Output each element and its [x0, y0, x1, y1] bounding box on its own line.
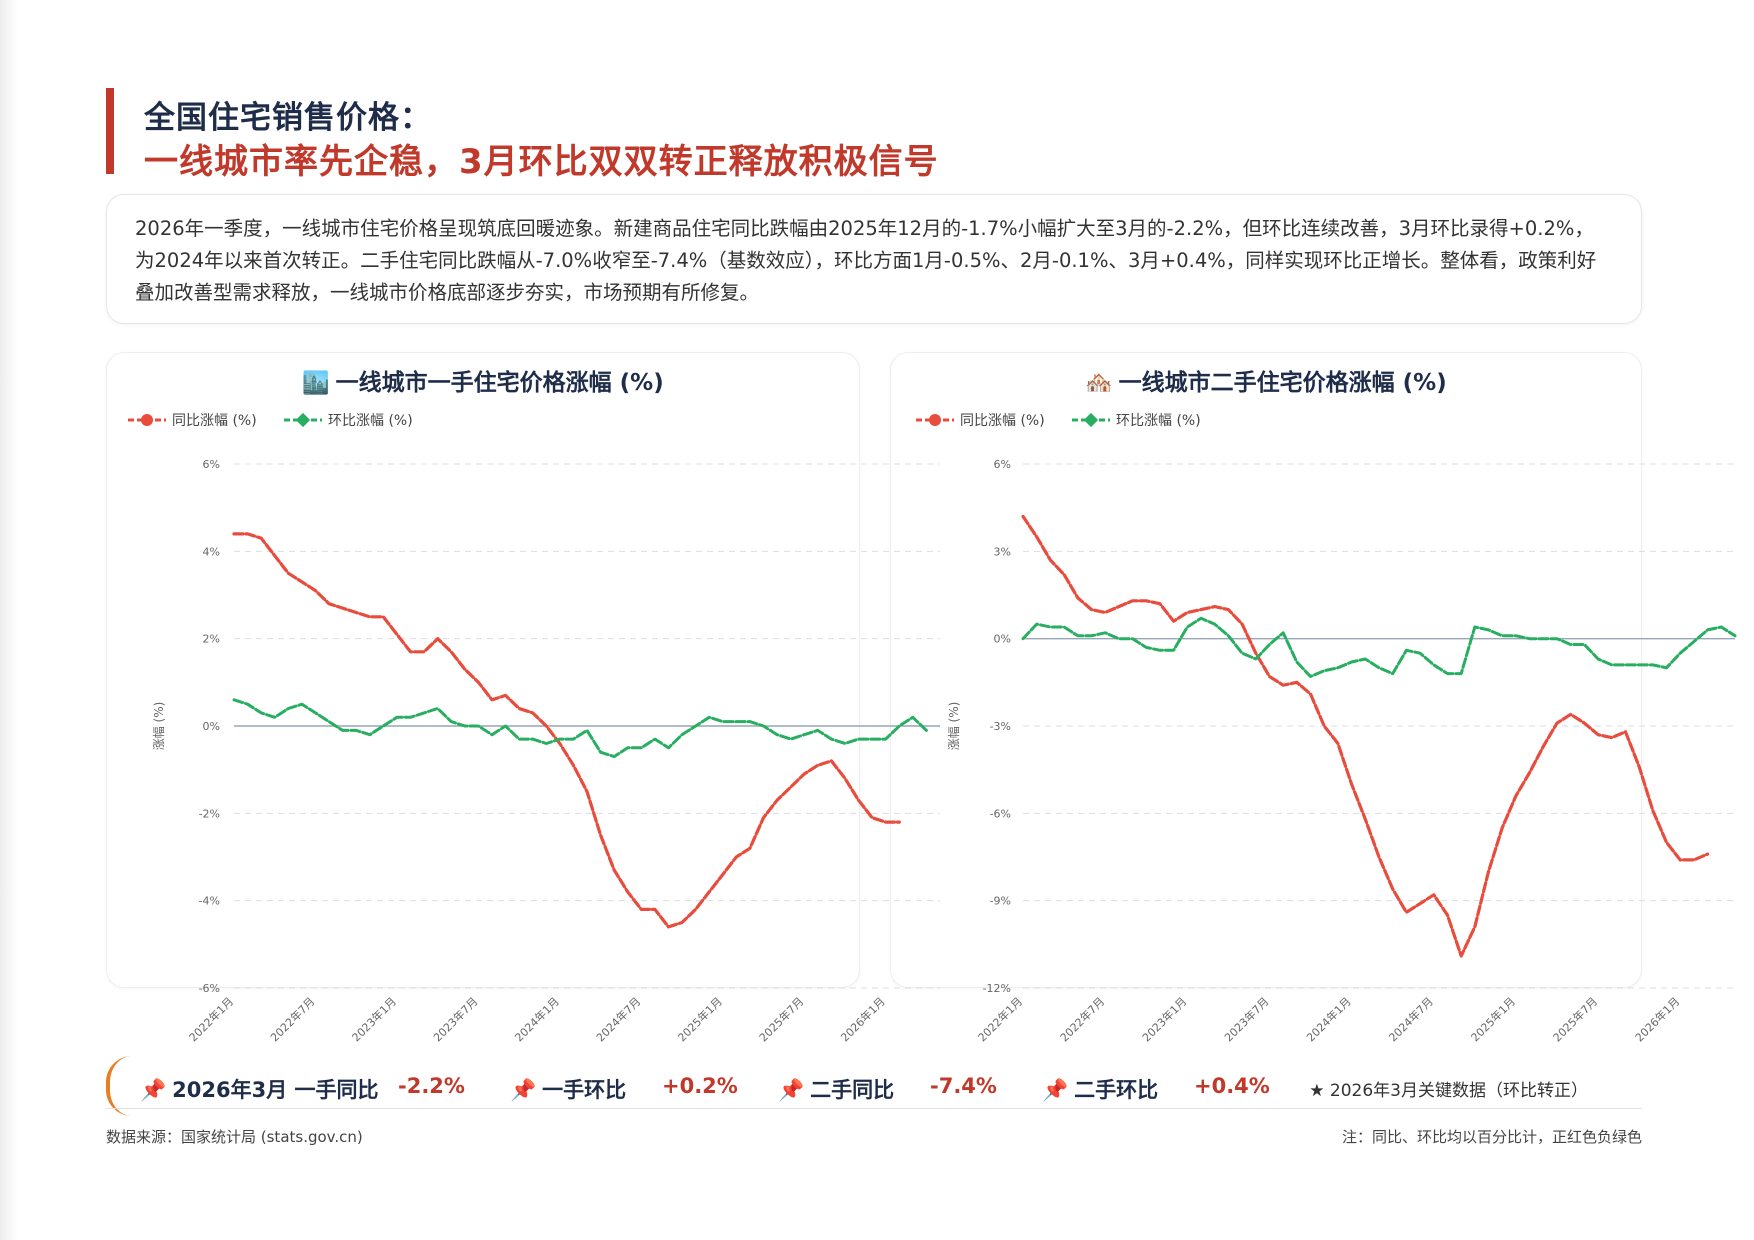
x-tick-label: 2022年1月	[975, 994, 1025, 1044]
y-tick-label: -4%	[199, 895, 220, 908]
x-tick-label: 2023年7月	[1221, 994, 1271, 1044]
page-title: 全国住宅销售价格：	[144, 100, 432, 136]
x-tick-label: 2025年7月	[1550, 994, 1600, 1044]
y-tick-label: 0%	[203, 720, 220, 733]
chart-title-text: 一线城市一手住宅价格涨幅 (%)	[335, 370, 664, 396]
x-tick-label: 2025年1月	[1468, 994, 1518, 1044]
legend-marker-yoy	[141, 414, 153, 426]
y-tick-label: -6%	[199, 982, 220, 995]
series-line-mom	[232, 698, 928, 759]
kpi-value: -7.4%	[930, 1074, 997, 1098]
page-subtitle: 一线城市率先企稳，3月环比双双转正释放积极信号	[144, 142, 939, 182]
y-tick-label: 4%	[203, 545, 220, 558]
kpi-value: +0.4%	[1194, 1074, 1270, 1098]
data-source: 数据来源：国家统计局 (stats.gov.cn)	[106, 1128, 363, 1146]
y-axis-label: 涨幅 (%)	[151, 702, 166, 751]
series-line-yoy	[1021, 514, 1710, 958]
y-tick-label: -2%	[199, 807, 220, 820]
legend-marker-mom	[1083, 412, 1099, 428]
footer-note: 注：同比、环比均以百分比计，正红色负绿色	[1341, 1128, 1642, 1146]
kpi-value: +0.2%	[662, 1074, 738, 1098]
city-buildings-icon: 🏙️	[302, 371, 330, 396]
x-tick-label: 2024年7月	[1386, 994, 1436, 1044]
kpi-accent-bracket	[106, 1056, 132, 1116]
series-line-mom	[1021, 616, 1737, 678]
kpi-value: -2.2%	[398, 1074, 465, 1098]
x-tick-label: 2024年1月	[1304, 994, 1354, 1044]
pin-icon: 📌	[778, 1078, 805, 1102]
chart-title-resale-homes: 🏘️ 一线城市二手住宅价格涨幅 (%)	[891, 363, 1641, 397]
legend-marker-mom	[295, 412, 311, 428]
chart-card-new-homes: 🏙️ 一线城市一手住宅价格涨幅 (%)	[106, 352, 860, 988]
kpi-item: 📌 2026年3月 一手同比	[140, 1078, 379, 1102]
legend-label-mom: 环比涨幅 (%)	[328, 413, 413, 429]
kpi-bar: 📌 2026年3月 一手同比 -2.2% 📌 一手环比 +0.2% 📌 二手同比 -7…	[106, 1054, 1642, 1116]
legend-label-mom: 环比涨幅 (%)	[1116, 413, 1201, 429]
kpi-item: 📌 二手同比	[778, 1078, 895, 1102]
y-tick-label: -3%	[990, 720, 1011, 733]
series-line-yoy	[232, 532, 901, 929]
pin-icon: 📌	[1042, 1078, 1069, 1102]
pin-icon: 📌	[510, 1078, 537, 1102]
legend-label-yoy: 同比涨幅 (%)	[960, 413, 1045, 429]
y-tick-label: -6%	[990, 807, 1011, 820]
footer-divider	[106, 1108, 1642, 1109]
x-tick-label: 2023年1月	[1139, 994, 1189, 1044]
y-axis-label: 涨幅 (%)	[946, 702, 961, 751]
kpi-item: 📌 一手环比	[510, 1078, 627, 1102]
summary-box: 2026年一季度，一线城市住宅价格呈现筑底回暖迹象。新建商品住宅同比跌幅由202…	[106, 194, 1642, 324]
page-edge-shadow	[0, 0, 18, 1240]
summary-text: 2026年一季度，一线城市住宅价格呈现筑底回暖迹象。新建商品住宅同比跌幅由202…	[135, 217, 1597, 304]
chart-title-text: 一线城市二手住宅价格涨幅 (%)	[1118, 370, 1447, 396]
pin-icon: 📌	[140, 1078, 167, 1102]
chart-title-new-homes: 🏙️ 一线城市一手住宅价格涨幅 (%)	[107, 363, 859, 397]
y-tick-label: 6%	[203, 458, 220, 471]
header-accent-bar	[106, 88, 114, 174]
y-tick-label: -9%	[990, 895, 1011, 908]
y-tick-label: 0%	[994, 633, 1011, 646]
y-tick-label: 3%	[994, 545, 1011, 558]
houses-icon: 🏘️	[1085, 371, 1113, 396]
kpi-item: 📌 二手环比	[1042, 1078, 1159, 1102]
x-tick-label: 2026年1月	[1632, 994, 1682, 1044]
kpi-note: ★ 2026年3月关键数据（环比转正）	[1309, 1081, 1588, 1101]
legend-marker-yoy	[929, 414, 941, 426]
y-tick-label: -12%	[983, 982, 1011, 995]
y-tick-label: 2%	[203, 633, 220, 646]
x-tick-label: 2022年7月	[1057, 994, 1107, 1044]
y-tick-label: 6%	[994, 458, 1011, 471]
legend-label-yoy: 同比涨幅 (%)	[172, 413, 257, 429]
